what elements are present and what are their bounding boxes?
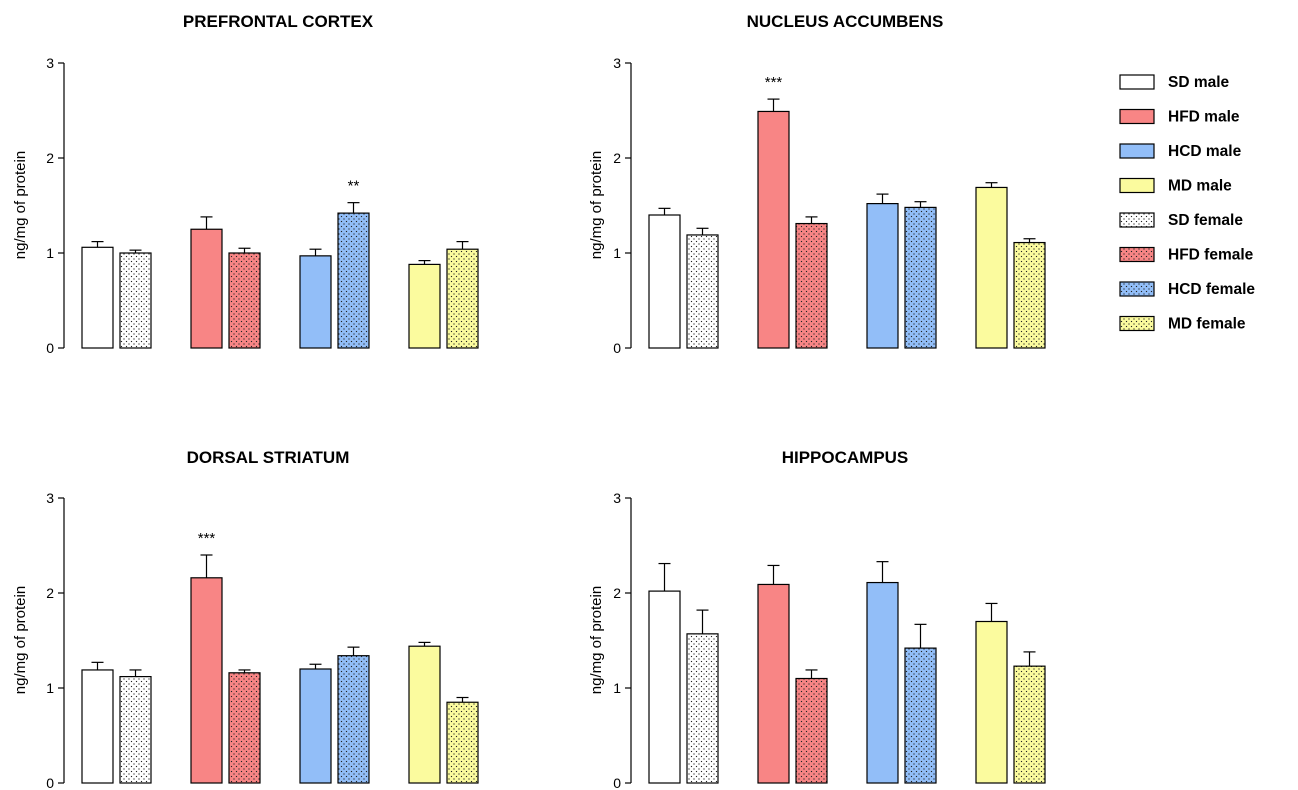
legend-swatch-md-male xyxy=(1119,177,1155,194)
y-tick-label: 0 xyxy=(613,340,621,356)
y-axis-label-nucleus-accumbens: ng/mg of protein xyxy=(588,151,605,259)
bar-hfd-male xyxy=(190,577,223,784)
bar-hcd-male xyxy=(299,668,332,784)
panel-title-nucleus-accumbens: NUCLEUS ACCUMBENS xyxy=(747,12,944,31)
bar-hcd-female xyxy=(904,647,937,784)
bar-md-male xyxy=(408,263,441,349)
bar-sd-female xyxy=(119,252,152,349)
significance-label: *** xyxy=(198,530,216,547)
panel-title-dorsal-striatum: DORSAL STRIATUM xyxy=(187,448,350,467)
bar-md-female xyxy=(446,248,479,349)
bar-md-male xyxy=(975,186,1008,349)
y-tick-label: 1 xyxy=(46,680,54,696)
y-tick-label: 1 xyxy=(613,245,621,261)
bar-sd-male xyxy=(81,246,114,349)
legend-label-sd-male: SD male xyxy=(1168,74,1230,91)
legend-label-md-male: MD male xyxy=(1168,178,1232,195)
significance-label: *** xyxy=(765,74,783,91)
bar-hcd-female xyxy=(904,206,937,349)
bar-md-male xyxy=(408,645,441,784)
bar-hfd-male xyxy=(757,110,790,349)
bar-hcd-female xyxy=(337,655,370,784)
legend-label-hcd-female: HCD female xyxy=(1168,281,1255,298)
bar-md-female xyxy=(1013,241,1046,349)
legend-swatch-hfd-male xyxy=(1119,108,1155,125)
y-tick-label: 0 xyxy=(46,775,54,790)
bar-hfd-male xyxy=(757,583,790,784)
legend-swatch-md-female xyxy=(1119,315,1155,332)
bar-md-female xyxy=(446,701,479,784)
y-axis-label-prefrontal-cortex: ng/mg of protein xyxy=(12,151,29,259)
panel-title-hippocampus: HIPPOCAMPUS xyxy=(782,448,909,467)
legend-label-hcd-male: HCD male xyxy=(1168,143,1242,160)
bar-md-male xyxy=(975,620,1008,784)
chart-dorsal-striatum: 0 1 2 3 *** xyxy=(46,490,479,790)
bar-hfd-female xyxy=(795,677,828,784)
y-tick-label: 1 xyxy=(46,245,54,261)
legend-swatch-hcd-male xyxy=(1119,143,1155,159)
legend-label-md-female: MD female xyxy=(1168,316,1246,333)
bar-hcd-male xyxy=(866,581,899,784)
bar-sd-male xyxy=(81,669,114,784)
chart-prefrontal-cortex: 0 1 2 3 ** xyxy=(46,55,479,356)
y-axis-label-dorsal-striatum: ng/mg of protein xyxy=(12,586,29,694)
y-tick-label: 2 xyxy=(46,150,54,166)
bar-hcd-female xyxy=(337,212,370,349)
y-tick-label: 1 xyxy=(613,680,621,696)
legend-label-hfd-male: HFD male xyxy=(1168,109,1240,126)
y-tick-label: 3 xyxy=(613,490,621,506)
y-tick-label: 0 xyxy=(46,340,54,356)
legend-label-sd-female: SD female xyxy=(1168,212,1243,229)
legend-swatch-hfd-female xyxy=(1119,246,1155,263)
y-tick-label: 3 xyxy=(46,55,54,71)
y-tick-label: 3 xyxy=(46,490,54,506)
bar-hcd-male xyxy=(299,255,332,349)
y-tick-label: 2 xyxy=(613,585,621,601)
legend-swatch-sd-female xyxy=(1119,212,1155,228)
legend-swatch-sd-male xyxy=(1119,74,1155,90)
bar-hcd-male xyxy=(866,203,899,349)
bar-sd-female xyxy=(119,675,152,784)
y-tick-label: 2 xyxy=(613,150,621,166)
legend-swatch-hcd-female xyxy=(1119,281,1155,297)
bar-hfd-female xyxy=(228,672,261,784)
y-tick-label: 2 xyxy=(46,585,54,601)
significance-label: ** xyxy=(348,178,360,195)
bar-hfd-male xyxy=(190,228,223,349)
chart-nucleus-accumbens: 0 1 2 3 *** xyxy=(613,55,1046,356)
panel-title-prefrontal-cortex: PREFRONTAL CORTEX xyxy=(183,12,374,31)
legend: SD male HFD male HCD male MD male SD female H… xyxy=(1119,74,1255,333)
y-tick-label: 3 xyxy=(613,55,621,71)
chart-hippocampus: 0 1 2 3 xyxy=(613,490,1046,790)
bar-sd-male xyxy=(648,590,681,784)
bar-sd-male xyxy=(648,214,681,349)
bar-hfd-female xyxy=(795,222,828,349)
bar-hfd-female xyxy=(228,252,261,349)
bar-sd-female xyxy=(686,633,719,784)
legend-label-hfd-female: HFD female xyxy=(1168,247,1254,264)
y-tick-label: 0 xyxy=(613,775,621,790)
bar-md-female xyxy=(1013,665,1046,784)
y-axis-label-hippocampus: ng/mg of protein xyxy=(588,586,605,694)
bar-sd-female xyxy=(686,234,719,349)
